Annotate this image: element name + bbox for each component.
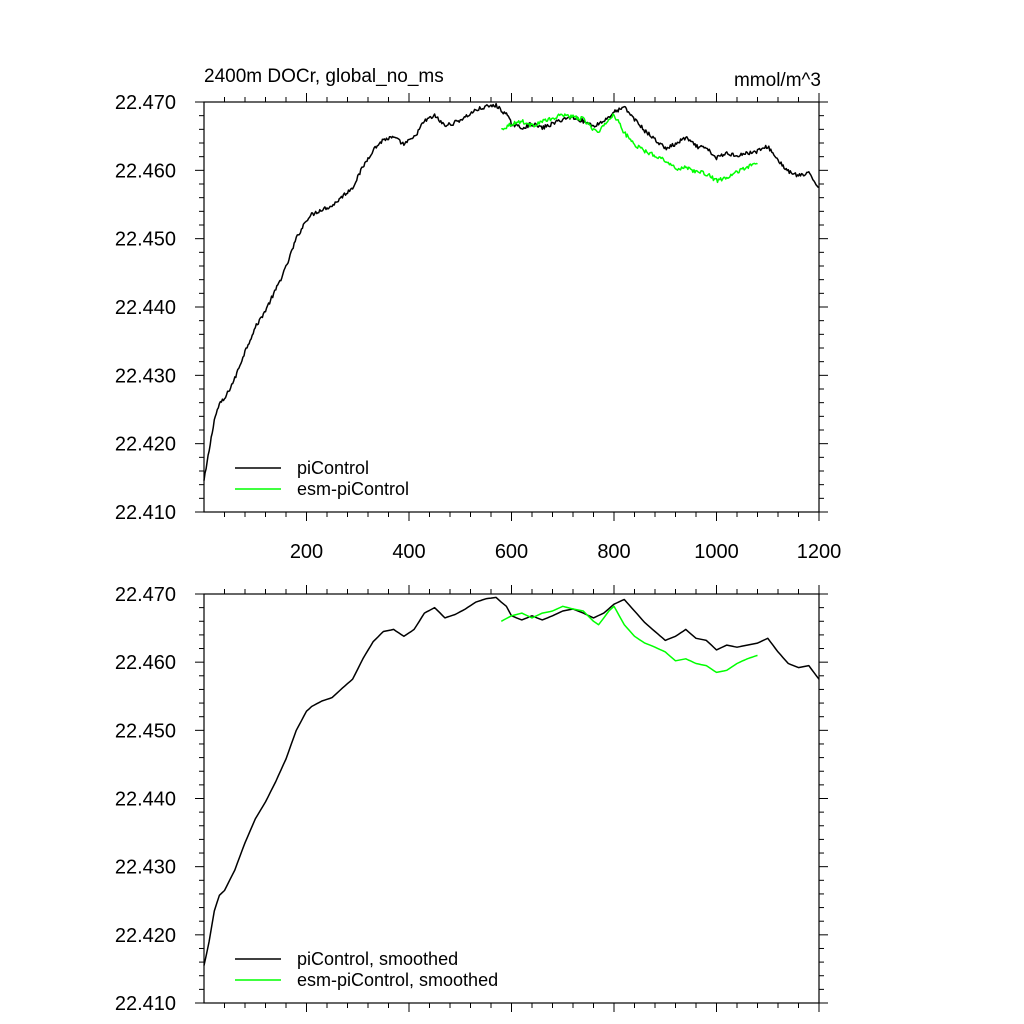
chart-title: 2400m DOCr, global_no_ms — [204, 66, 444, 87]
series-line-picontrol — [203, 102, 820, 481]
series-line-esm-picontrol — [501, 113, 758, 184]
y-tick-label: 22.460 — [115, 160, 176, 182]
legend-label: piControl, smoothed — [297, 949, 458, 969]
legend-label: esm-piControl — [297, 479, 409, 499]
legend-label: esm-piControl, smoothed — [297, 970, 498, 990]
plot-frame — [203, 101, 820, 513]
y-tick-label: 22.470 — [115, 584, 176, 606]
series-line-picontrol — [203, 596, 820, 966]
y-tick-label: 22.440 — [115, 297, 176, 319]
y-tick-label: 22.440 — [115, 789, 176, 811]
top-panel: 200 400 600 800 1000 1200 22.410 22.420 22.430 22… — [115, 92, 841, 563]
y-tick-label: 22.430 — [115, 365, 176, 387]
series-line-esm-picontrol — [500, 605, 758, 674]
x-tick-label: 400 — [392, 541, 425, 563]
y-tick-label: 22.410 — [115, 502, 176, 524]
y-tick-label: 22.470 — [115, 92, 176, 114]
x-tick-label: 1000 — [694, 541, 739, 563]
x-tick-label: 1200 — [797, 541, 842, 563]
unit-label: mmol/m^3 — [734, 70, 821, 91]
y-tick-label: 22.450 — [115, 720, 176, 742]
bottom-panel: 22.410 22.420 22.430 22.440 22.450 22.460 22.4… — [115, 584, 828, 1015]
x-tick-label: 800 — [597, 541, 630, 563]
x-tick-label: 600 — [495, 541, 528, 563]
y-tick-label: 22.450 — [115, 229, 176, 251]
y-tick-label: 22.460 — [115, 652, 176, 674]
plot-frame — [203, 593, 820, 1004]
y-tick-label: 22.430 — [115, 857, 176, 879]
x-tick-label: 200 — [290, 541, 323, 563]
y-tick-label: 22.410 — [115, 993, 176, 1015]
y-tick-label: 22.420 — [115, 925, 176, 947]
legend-label: piControl — [297, 458, 369, 478]
y-tick-label: 22.420 — [115, 434, 176, 456]
